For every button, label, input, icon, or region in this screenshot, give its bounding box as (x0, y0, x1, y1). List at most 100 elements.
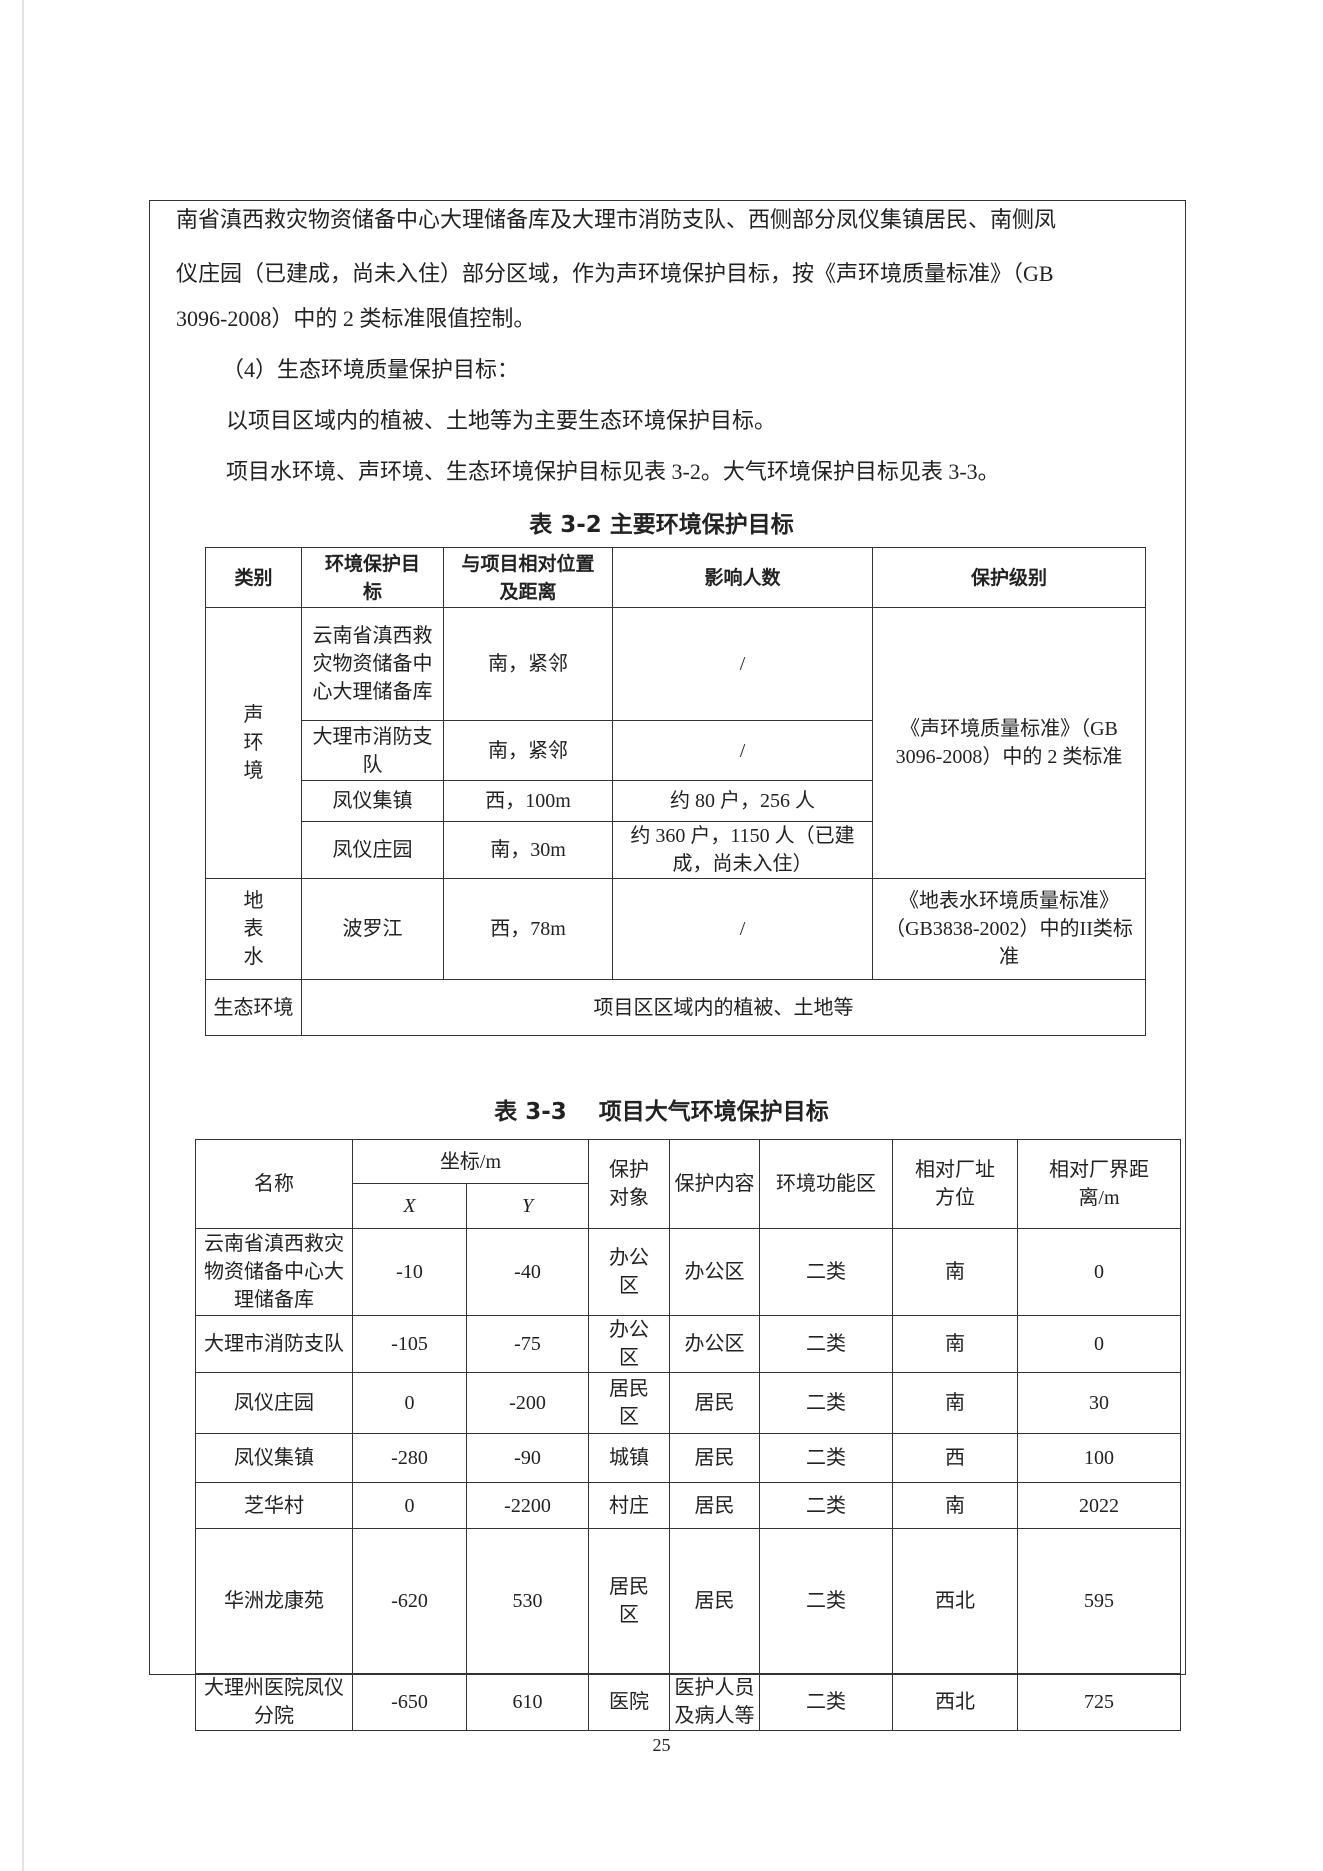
table-row: 大理市消防支队 -105 -75 办公区 办公区 二类南 0 (195, 1315, 1181, 1373)
cell-zone: 二类 (759, 1673, 893, 1731)
table-3-3: 名称 坐标/m 保护对象 保护内容 环境功能区 相对厂址方位 相对厂界距离/m … (195, 1139, 1181, 1731)
cell-x: 0 (352, 1372, 467, 1434)
cell-y: -40 (466, 1228, 589, 1316)
cell-object: 村庄 (588, 1482, 670, 1529)
cell-position: 西，78m (443, 878, 613, 980)
cell-object: 居民区 (588, 1528, 670, 1674)
cell-content: 居民 (669, 1433, 760, 1483)
cell-distance: 100 (1017, 1433, 1181, 1483)
table-row: 地表水 波罗江 西，78m / 《地表水环境质量标准》（GB3838-2002）… (205, 878, 1146, 980)
cell-distance: 595 (1017, 1528, 1181, 1674)
cell-object: 办公区 (588, 1315, 670, 1373)
paragraph-line: 项目水环境、声环境、生态环境保护目标见表 3-2。大气环境保护目标见表 3-3。 (226, 459, 1000, 484)
cell-y: -2200 (466, 1482, 589, 1529)
cell-object: 医院 (588, 1673, 670, 1731)
cell-direction: 西北 (892, 1528, 1018, 1674)
table-3-3-title: 表 3-3 项目大气环境保护目标 (494, 1099, 829, 1125)
header-people: 影响人数 (612, 547, 873, 608)
cell-position: 南，紧邻 (443, 607, 613, 721)
cell-direction: 南 (892, 1482, 1018, 1529)
cell-x: -650 (352, 1673, 467, 1731)
cell-y: -200 (466, 1372, 589, 1434)
header-y: Y (466, 1183, 589, 1229)
scan-edge (22, 0, 24, 1871)
cell-target: 波罗江 (301, 878, 444, 980)
paragraph-line: 以项目区域内的植被、土地等为主要生态环境保护目标。 (226, 408, 777, 433)
cell-x: -280 (352, 1433, 467, 1483)
paragraph-line: 南省滇西救灾物资储备中心大理储备库及大理市消防支队、西侧部分凤仪集镇居民、南侧凤 (176, 207, 1057, 232)
group-ecology: 生态环境 (205, 979, 302, 1036)
table-3-2: 类别 环境保护目标 与项目相对位置及距离 影响人数 保护级别 声环境 云南省滇西… (205, 547, 1146, 1036)
cell-content: 居民 (669, 1372, 760, 1434)
cell-target: 云南省滇西救灾物资储备中心大理储备库 (301, 607, 444, 721)
cell-people: / (612, 878, 873, 980)
header-direction: 相对厂址方位 (892, 1139, 1018, 1229)
cell-name: 云南省滇西救灾物资储备中心大理储备库 (195, 1228, 353, 1316)
paragraph-line: 3096-2008）中的 2 类标准限值控制。 (176, 306, 536, 331)
group-surface-water: 地表水 (205, 878, 302, 980)
cell-x: -620 (352, 1528, 467, 1674)
group-sound: 声环境 (205, 607, 302, 879)
cell-zone: 二类 (759, 1228, 893, 1316)
cell-y: 610 (466, 1673, 589, 1731)
header-zone: 环境功能区 (759, 1139, 893, 1229)
table-3-2-title: 表 3-2 主要环境保护目标 (529, 512, 794, 538)
cell-direction: 西 (892, 1433, 1018, 1483)
cell-object: 居民区 (588, 1372, 670, 1434)
cell-direction: 西北 (892, 1673, 1018, 1731)
cell-x: -105 (352, 1315, 467, 1373)
paragraph-line: 仪庄园（已建成，尚未入住）部分区域，作为声环境保护目标，按《声环境质量标准》（G… (176, 261, 1054, 286)
table-row: 大理市消防支队 南，紧邻 / (206, 720, 1146, 781)
header-object: 保护对象 (588, 1139, 670, 1229)
cell-object: 办公区 (588, 1228, 670, 1316)
cell-zone: 二类 (759, 1482, 893, 1529)
cell-direction: 南 (892, 1372, 1018, 1434)
cell-target: 大理市消防支队 (301, 720, 444, 781)
table-row: 芝华村 0 -2200 村庄 居民 二类南 2022 (195, 1482, 1181, 1529)
cell-content: 办公区 (669, 1228, 760, 1316)
cell-name: 凤仪集镇 (195, 1433, 353, 1483)
cell-y: -90 (466, 1433, 589, 1483)
cell-water-level: 《地表水环境质量标准》（GB3838-2002）中的II类标准 (872, 878, 1146, 980)
cell-direction: 南 (892, 1315, 1018, 1373)
header-category: 类别 (205, 547, 302, 608)
cell-y: -75 (466, 1315, 589, 1373)
cell-name: 大理州医院凤仪分院 (195, 1673, 353, 1731)
cell-x: 0 (352, 1482, 467, 1529)
page-number: 25 (652, 1735, 671, 1755)
cell-people: / (612, 720, 873, 781)
header-name: 名称 (195, 1139, 353, 1229)
header-coord: 坐标/m (352, 1139, 589, 1184)
cell-direction: 南 (892, 1228, 1018, 1316)
cell-zone: 二类 (759, 1528, 893, 1674)
cell-distance: 2022 (1017, 1482, 1181, 1529)
header-target: 环境保护目标 (301, 547, 444, 608)
table-row: 凤仪集镇 -280 -90 城镇 居民 二类西 100 (195, 1433, 1181, 1483)
cell-x: -10 (352, 1228, 467, 1316)
header-content: 保护内容 (669, 1139, 760, 1229)
cell-zone: 二类 (759, 1433, 893, 1483)
cell-distance: 0 (1017, 1228, 1181, 1316)
cell-distance: 30 (1017, 1372, 1181, 1434)
cell-zone: 二类 (759, 1372, 893, 1434)
table-row: 生态环境 项目区区域内的植被、土地等 (205, 979, 1146, 1036)
header-x: X (352, 1183, 467, 1229)
section-heading: （4）生态环境质量保护目标： (222, 357, 520, 382)
cell-position: 西，100m (443, 780, 613, 822)
header-distance: 相对厂界距离/m (1017, 1139, 1181, 1229)
cell-sound-level: 《声环境质量标准》（GB 3096-2008）中的 2 类标准 (872, 607, 1146, 879)
table-row: 凤仪集镇 西，100m 约 80 户，256 人 (206, 780, 1146, 822)
table-row: 云南省滇西救灾物资储备中心大理储备库 -10 -40 办公区 办公区 二类南 0 (195, 1228, 1181, 1316)
cell-position: 南，30m (443, 821, 613, 879)
header-position: 与项目相对位置及距离 (443, 547, 613, 608)
cell-content: 医护人员及病人等 (669, 1673, 760, 1731)
cell-content: 居民 (669, 1482, 760, 1529)
cell-ecology: 项目区区域内的植被、土地等 (301, 979, 1146, 1036)
cell-people: / (612, 607, 873, 721)
table-row: 大理州医院凤仪分院 -650 610 医院 医护人员及病人等 二类 西北 725 (195, 1673, 1181, 1731)
cell-y: 530 (466, 1528, 589, 1674)
cell-name: 华洲龙康苑 (195, 1528, 353, 1674)
cell-name: 大理市消防支队 (195, 1315, 353, 1373)
table-row: 声环境 云南省滇西救灾物资储备中心大理储备库 南，紧邻 / 《声环境质量标准》（… (205, 607, 1146, 879)
cell-zone: 二类 (759, 1315, 893, 1373)
